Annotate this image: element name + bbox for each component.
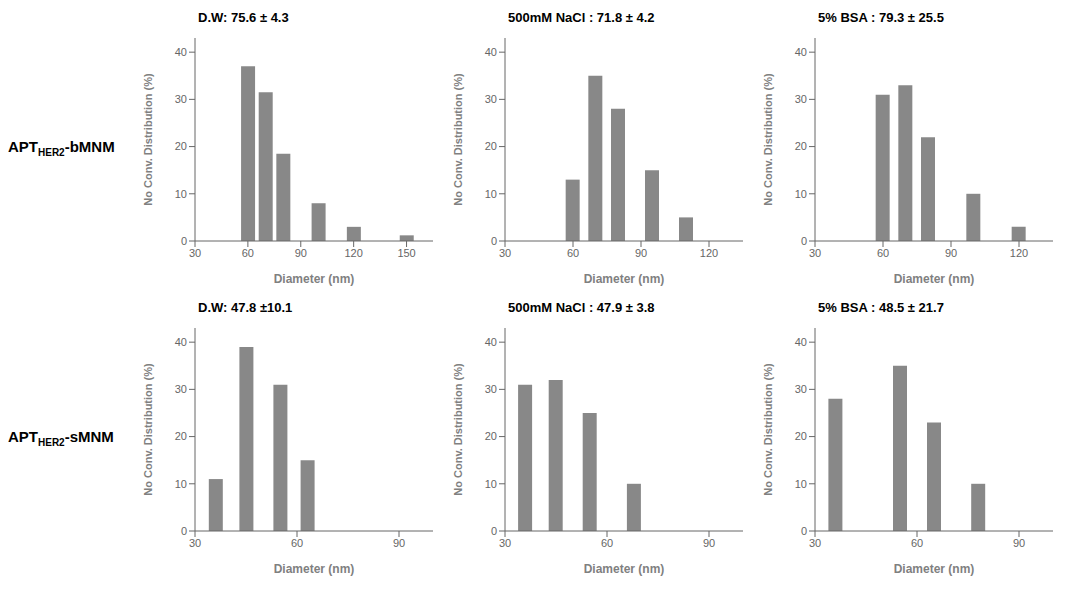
svg-text:20: 20 bbox=[795, 140, 807, 152]
svg-text:Diameter (nm): Diameter (nm) bbox=[894, 272, 975, 286]
html-text:APTHER2-sMNM: APTHER2-sMNM bbox=[8, 428, 114, 448]
html-text:5% BSA : 79.3 ± 25.5: 5% BSA : 79.3 ± 25.5 bbox=[818, 10, 944, 25]
svg-text:30: 30 bbox=[175, 93, 187, 105]
svg-text:30: 30 bbox=[809, 247, 821, 259]
html-text:D.W: 47.8 ±10.1: D.W: 47.8 ±10.1 bbox=[198, 300, 293, 315]
svg-text:No Conv. Distribution (%): No Conv. Distribution (%) bbox=[762, 363, 774, 496]
svg-text:No Conv. Distribution (%): No Conv. Distribution (%) bbox=[142, 73, 154, 206]
svg-text:90: 90 bbox=[393, 537, 405, 549]
svg-text:30: 30 bbox=[189, 537, 201, 549]
svg-text:20: 20 bbox=[485, 140, 497, 152]
svg-text:30: 30 bbox=[499, 537, 511, 549]
svg-text:No Conv. Distribution (%): No Conv. Distribution (%) bbox=[142, 363, 154, 496]
svg-text:40: 40 bbox=[485, 46, 497, 58]
svg-text:60: 60 bbox=[242, 247, 254, 259]
svg-text:40: 40 bbox=[175, 46, 187, 58]
svg-text:120: 120 bbox=[344, 247, 362, 259]
svg-text:90: 90 bbox=[1013, 537, 1025, 549]
html-text:5% BSA : 48.5 ± 21.7: 5% BSA : 48.5 ± 21.7 bbox=[818, 300, 944, 315]
svg-text:120: 120 bbox=[700, 247, 718, 259]
svg-text:0: 0 bbox=[491, 235, 497, 247]
svg-text:Diameter (nm): Diameter (nm) bbox=[894, 562, 975, 576]
html-text:D.W: 75.6 ± 4.3: D.W: 75.6 ± 4.3 bbox=[198, 10, 289, 25]
svg-text:60: 60 bbox=[601, 537, 613, 549]
svg-text:30: 30 bbox=[485, 93, 497, 105]
svg-text:90: 90 bbox=[635, 247, 647, 259]
svg-text:60: 60 bbox=[877, 247, 889, 259]
svg-text:30: 30 bbox=[175, 383, 187, 395]
svg-text:60: 60 bbox=[567, 247, 579, 259]
svg-text:0: 0 bbox=[801, 525, 807, 537]
html-text:500mM NaCl : 47.9 ± 3.8: 500mM NaCl : 47.9 ± 3.8 bbox=[508, 300, 655, 315]
svg-text:10: 10 bbox=[485, 188, 497, 200]
svg-text:No Conv. Distribution (%): No Conv. Distribution (%) bbox=[762, 73, 774, 206]
svg-text:10: 10 bbox=[795, 478, 807, 490]
svg-text:40: 40 bbox=[795, 46, 807, 58]
svg-text:Diameter (nm): Diameter (nm) bbox=[584, 562, 665, 576]
svg-text:120: 120 bbox=[1010, 247, 1028, 259]
svg-text:Diameter (nm): Diameter (nm) bbox=[274, 272, 355, 286]
svg-text:No Conv. Distribution (%): No Conv. Distribution (%) bbox=[452, 73, 464, 206]
svg-text:60: 60 bbox=[911, 537, 923, 549]
svg-text:0: 0 bbox=[181, 235, 187, 247]
svg-text:0: 0 bbox=[801, 235, 807, 247]
svg-text:20: 20 bbox=[175, 140, 187, 152]
svg-text:60: 60 bbox=[291, 537, 303, 549]
svg-text:30: 30 bbox=[809, 537, 821, 549]
svg-text:90: 90 bbox=[295, 247, 307, 259]
svg-text:Diameter (nm): Diameter (nm) bbox=[584, 272, 665, 286]
svg-text:10: 10 bbox=[175, 478, 187, 490]
svg-text:30: 30 bbox=[795, 93, 807, 105]
svg-text:Diameter (nm): Diameter (nm) bbox=[274, 562, 355, 576]
svg-text:150: 150 bbox=[397, 247, 415, 259]
svg-text:30: 30 bbox=[189, 247, 201, 259]
svg-text:20: 20 bbox=[485, 430, 497, 442]
html-text:APTHER2-bMNM: APTHER2-bMNM bbox=[8, 138, 115, 158]
svg-text:0: 0 bbox=[181, 525, 187, 537]
html-text:500mM NaCl : 71.8 ± 4.2: 500mM NaCl : 71.8 ± 4.2 bbox=[508, 10, 655, 25]
svg-text:90: 90 bbox=[703, 537, 715, 549]
svg-text:30: 30 bbox=[795, 383, 807, 395]
svg-text:30: 30 bbox=[485, 383, 497, 395]
svg-text:10: 10 bbox=[175, 188, 187, 200]
svg-text:40: 40 bbox=[795, 336, 807, 348]
svg-text:20: 20 bbox=[795, 430, 807, 442]
svg-text:90: 90 bbox=[945, 247, 957, 259]
svg-text:10: 10 bbox=[795, 188, 807, 200]
svg-text:0: 0 bbox=[491, 525, 497, 537]
svg-text:10: 10 bbox=[485, 478, 497, 490]
svg-text:40: 40 bbox=[175, 336, 187, 348]
svg-text:No Conv. Distribution (%): No Conv. Distribution (%) bbox=[452, 363, 464, 496]
svg-text:30: 30 bbox=[499, 247, 511, 259]
svg-text:20: 20 bbox=[175, 430, 187, 442]
svg-text:40: 40 bbox=[485, 336, 497, 348]
